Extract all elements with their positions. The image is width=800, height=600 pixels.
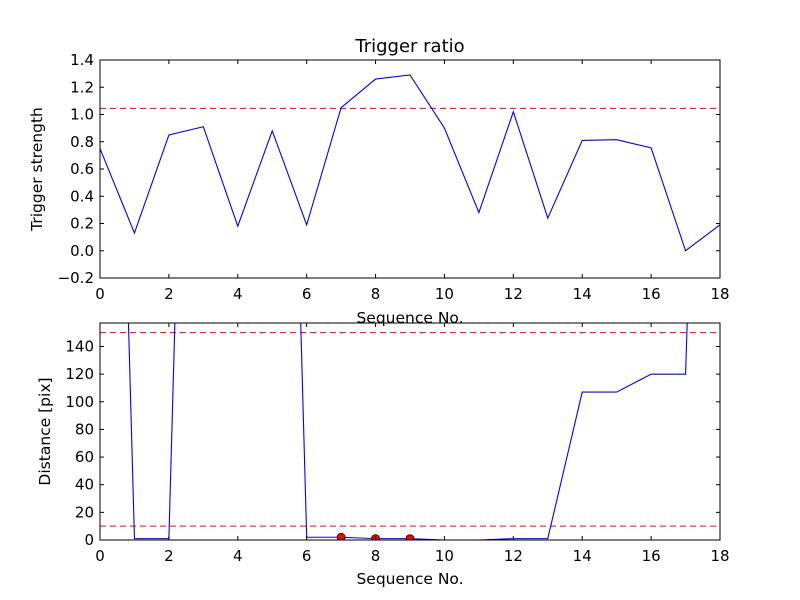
x-tick-label: 2: [164, 285, 174, 303]
y-tick-label: 20: [75, 503, 94, 521]
x-tick-label: 12: [504, 547, 523, 565]
x-tick-label: 10: [435, 285, 454, 303]
trigger-ratio-plot-area: [100, 74, 720, 252]
distance-axes-frame: [99, 322, 721, 541]
data-line: [100, 74, 720, 252]
x-tick-label: 8: [371, 547, 381, 565]
x-tick-label: 6: [302, 285, 312, 303]
distance-plot-area: [100, 323, 720, 540]
x-tick-label: 16: [642, 285, 661, 303]
y-tick-label: 40: [75, 476, 94, 494]
chart-title: Trigger ratio: [354, 36, 464, 57]
data-point-marker: [336, 532, 346, 540]
y-tick-label: 120: [65, 365, 94, 383]
x-tick-label: 14: [573, 285, 592, 303]
distance-ticks: 0 2 4 6 8 10 12 14 16 18 0 20 40 60 80 100 120 140: [65, 323, 730, 565]
x-tick-label: 18: [710, 547, 729, 565]
y-tick-label: 1.4: [70, 51, 94, 69]
y-tick-label: 0.4: [70, 187, 94, 205]
x-tick-label: 18: [710, 285, 729, 303]
x-tick-label: 12: [504, 285, 523, 303]
x-tick-label: 4: [233, 547, 243, 565]
y-tick-label: 0: [84, 531, 94, 549]
x-tick-label: 16: [642, 547, 661, 565]
x-tick-label: 6: [302, 547, 312, 565]
x-tick-label: 2: [164, 547, 174, 565]
y-tick-label: −0.2: [58, 269, 94, 287]
y-axis-label: Trigger strength: [28, 107, 46, 232]
distance-subplot: 0 2 4 6 8 10 12 14 16 18 0 20 40 60 80 100 120 140 Sequen…: [36, 322, 730, 588]
y-tick-label: 80: [75, 420, 94, 438]
y-axis-label: Distance [pix]: [36, 377, 54, 485]
y-tick-label: 1.2: [70, 78, 94, 96]
y-tick-label: 0.0: [70, 242, 94, 260]
data-point-marker: [405, 534, 415, 540]
x-tick-label: 14: [573, 547, 592, 565]
y-tick-label: 0.6: [70, 160, 94, 178]
y-tick-label: 140: [65, 337, 94, 355]
x-tick-label: 0: [95, 285, 105, 303]
y-tick-label: 0.2: [70, 215, 94, 233]
x-axis-label: Sequence No.: [356, 309, 463, 327]
y-tick-label: 60: [75, 448, 94, 466]
x-tick-label: 10: [435, 547, 454, 565]
x-tick-label: 0: [95, 547, 105, 565]
y-tick-label: 1.0: [70, 106, 94, 124]
x-axis-label: Sequence No.: [356, 570, 463, 588]
y-tick-label: 100: [65, 393, 94, 411]
trigger-ratio-ticks: 0 2 4 6 8 10 12 14 16 18 −0.2 0.0 0.2 0.4 0.6 0.8 1.0 1.2…: [58, 51, 730, 303]
x-tick-label: 8: [371, 285, 381, 303]
x-tick-label: 4: [233, 285, 243, 303]
y-tick-label: 0.8: [70, 133, 94, 151]
trigger-ratio-subplot: 0 2 4 6 8 10 12 14 16 18 −0.2 0.0 0.2 0.4 0.6 0.8 1.0 1.2…: [28, 36, 730, 327]
